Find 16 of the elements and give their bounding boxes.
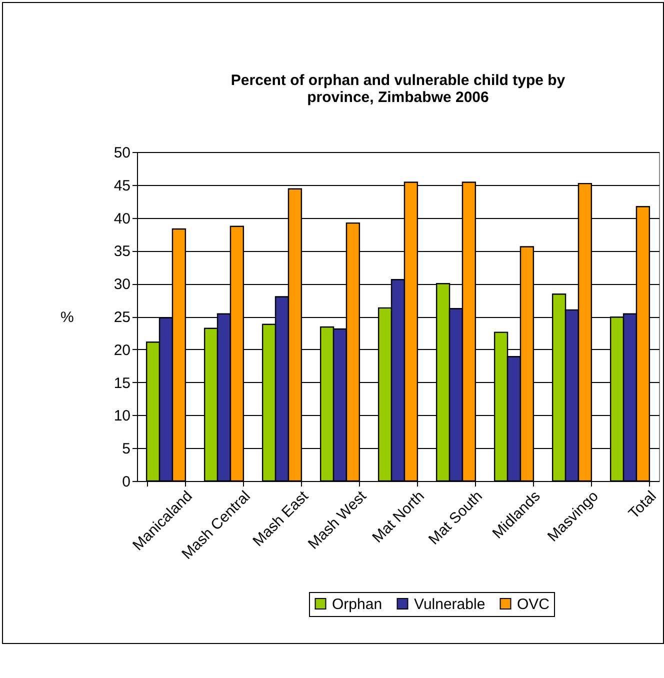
y-tick-label: 5 (122, 440, 130, 458)
y-tick-label: 45 (114, 177, 130, 194)
y-tick-label: 25 (114, 309, 130, 326)
y-axis-title: % (60, 309, 74, 326)
y-tick-label: 35 (114, 243, 130, 260)
legend-label: OVC (517, 596, 550, 613)
y-tick-label: 40 (114, 210, 130, 228)
y-tick-label: 50 (114, 144, 130, 162)
y-tick-label: 30 (114, 276, 130, 294)
legend-label: Orphan (332, 596, 382, 613)
y-tick-label: 15 (114, 374, 130, 392)
y-tick-label: 20 (114, 342, 130, 359)
chart-title: Percent of orphan and vulnerable child type by province, Zimbabwe 2006 (230, 72, 566, 106)
y-tick-label: 0 (122, 474, 130, 490)
y-tick-label: 10 (114, 408, 130, 425)
legend-label: Vulnerable (414, 596, 486, 613)
